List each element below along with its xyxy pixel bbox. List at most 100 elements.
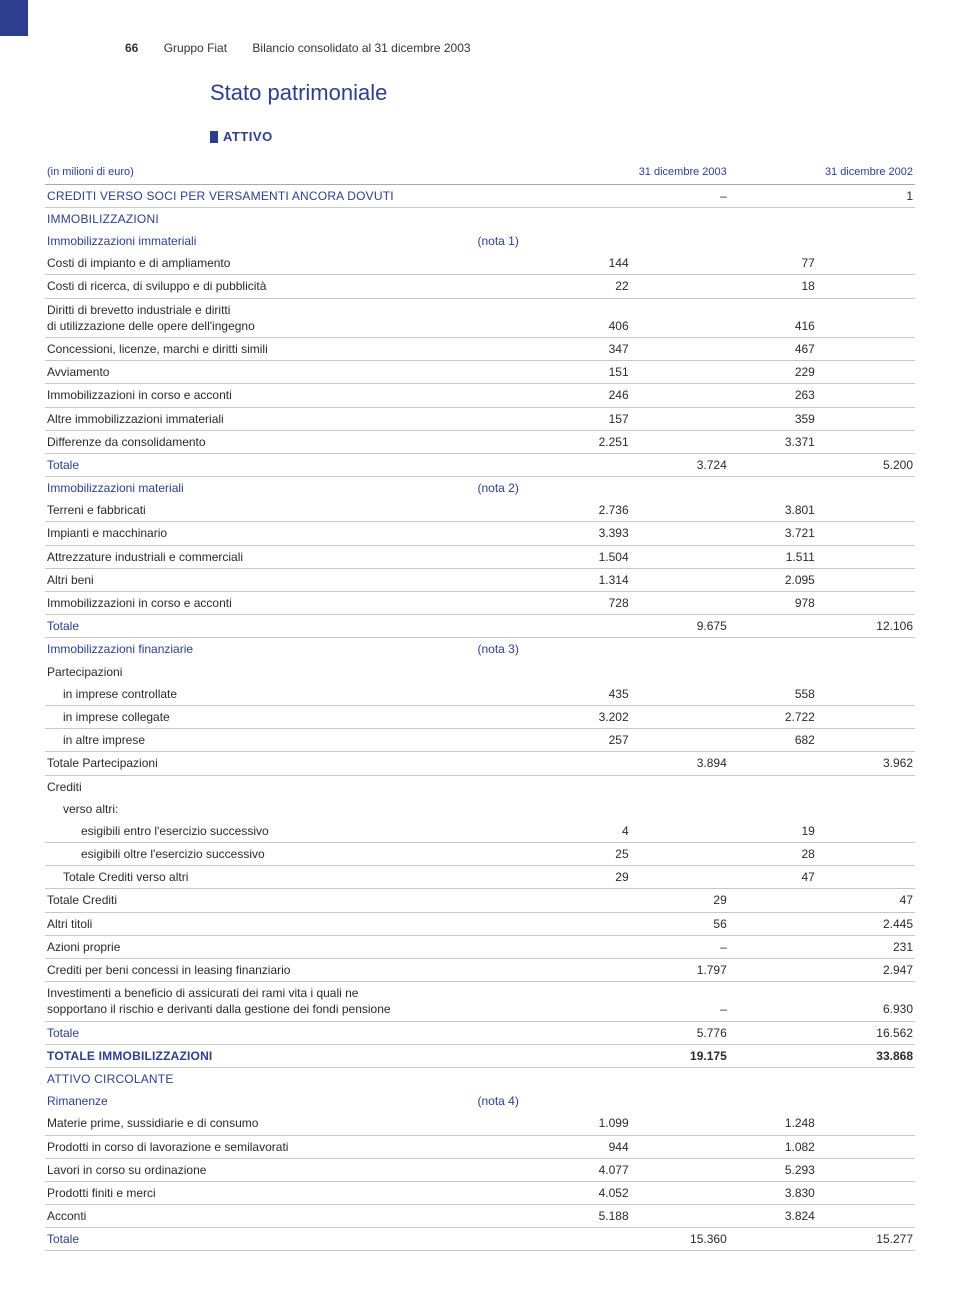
cell-c3: 2.722 [729,705,817,728]
cell-c2: 29 [631,889,729,912]
cell-c1 [543,889,631,912]
cell-c2 [631,683,729,706]
cell-c4 [817,1135,915,1158]
row-note [477,545,542,568]
table-row: Differenze da consolidamento2.2513.371 [45,430,915,453]
cell-c3: 416 [729,298,817,337]
row-label: Terreni e fabbricati [45,499,477,522]
cell-c1 [543,1067,631,1090]
table-row: Rimanenze(nota 4) [45,1090,915,1112]
row-note [477,1181,542,1204]
table-body: CREDITI VERSO SOCI PER VERSAMENTI ANCORA… [45,184,915,1251]
cell-c4 [817,798,915,820]
cell-c2 [631,298,729,337]
cell-c2 [631,384,729,407]
cell-c2 [631,798,729,820]
cell-c2 [631,337,729,360]
row-note [477,361,542,384]
cell-c1: 246 [543,384,631,407]
table-row: in imprese controllate435558 [45,683,915,706]
row-label: Altre immobilizzazioni immateriali [45,407,477,430]
table-row: Totale9.67512.106 [45,615,915,638]
cell-c4 [817,337,915,360]
row-label: Materie prime, sussidiarie e di consumo [45,1112,477,1135]
cell-c3: 1.511 [729,545,817,568]
page: 66 Gruppo Fiat Bilancio consolidato al 3… [0,0,960,1291]
cell-c1: 1.314 [543,568,631,591]
cell-c4 [817,775,915,798]
row-note [477,752,542,775]
cell-c4: 16.562 [817,1021,915,1044]
cell-c4 [817,522,915,545]
cell-c2 [631,775,729,798]
row-label: Totale Crediti verso altri [45,866,477,889]
cell-c3 [729,1044,817,1067]
cell-c2: – [631,935,729,958]
cell-c4 [817,1067,915,1090]
cell-c2 [631,1090,729,1112]
cell-c1 [543,661,631,683]
page-number: 66 [125,41,138,55]
row-note [477,1112,542,1135]
row-label: Immobilizzazioni materiali [45,477,477,500]
row-note [477,453,542,476]
row-note [477,184,542,207]
row-note [477,592,542,615]
section-subtitle-wrap: ATTIVO [45,128,915,147]
cell-c4 [817,275,915,298]
cell-c1 [543,477,631,500]
cell-c1: 1.099 [543,1112,631,1135]
row-note [477,820,542,843]
cell-c3 [729,1090,817,1112]
cell-c3: 47 [729,866,817,889]
row-label: esigibili oltre l'esercizio successivo [45,843,477,866]
cell-c4: 3.962 [817,752,915,775]
row-label: verso altri: [45,798,477,820]
cell-c3 [729,453,817,476]
cell-c2 [631,820,729,843]
cell-c1 [543,207,631,230]
cell-c3 [729,889,817,912]
cell-c3: 682 [729,729,817,752]
cell-c4 [817,207,915,230]
cell-c3 [729,1067,817,1090]
table-row: Attrezzature industriali e commerciali1.… [45,545,915,568]
cell-c3: 3.801 [729,499,817,522]
row-note [477,275,542,298]
cell-c3 [729,775,817,798]
cell-c1: 3.202 [543,705,631,728]
cell-c2 [631,843,729,866]
subtitle-text: ATTIVO [223,128,273,146]
table-row: Materie prime, sussidiarie e di consumo 1… [45,1112,915,1135]
cell-c1: 4 [543,820,631,843]
cell-c4: 231 [817,935,915,958]
cell-c2: 19.175 [631,1044,729,1067]
cell-c3: 558 [729,683,817,706]
bullet-icon [210,131,218,143]
cell-c2 [631,545,729,568]
row-note [477,337,542,360]
cell-c1 [543,453,631,476]
cell-c1: 435 [543,683,631,706]
cell-c2 [631,1135,729,1158]
cell-c4: 12.106 [817,615,915,638]
row-label: Totale [45,1021,477,1044]
unit-label: (in milioni di euro) [45,161,477,184]
cell-c1 [543,1090,631,1112]
cell-c3: 467 [729,337,817,360]
cell-c2 [631,499,729,522]
table-row: Prodotti finiti e merci4.0523.830 [45,1181,915,1204]
cell-c1: 25 [543,843,631,866]
cell-c4: 1 [817,184,915,207]
section-subtitle: ATTIVO [210,128,273,146]
row-note [477,298,542,337]
row-note: (nota 4) [477,1090,542,1112]
cell-c1: 3.393 [543,522,631,545]
cell-c4 [817,499,915,522]
cell-c4 [817,384,915,407]
row-note: (nota 1) [477,230,542,252]
cell-c1: 2.736 [543,499,631,522]
table-row: verso altri: [45,798,915,820]
row-note [477,522,542,545]
cell-c3 [729,207,817,230]
